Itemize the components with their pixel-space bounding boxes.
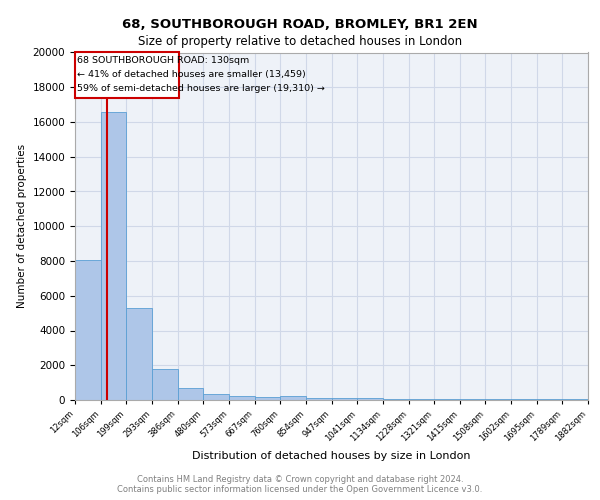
Bar <box>331 398 357 400</box>
Bar <box>254 397 280 400</box>
Text: 59% of semi-detached houses are larger (19,310) →: 59% of semi-detached houses are larger (… <box>77 84 325 92</box>
Bar <box>357 398 383 400</box>
Bar <box>75 260 101 400</box>
Bar <box>383 398 409 400</box>
Bar <box>152 368 178 400</box>
Bar <box>434 399 460 400</box>
Text: Size of property relative to detached houses in London: Size of property relative to detached ho… <box>138 35 462 48</box>
Bar <box>101 112 127 400</box>
Bar <box>75 52 179 98</box>
Bar <box>485 399 511 400</box>
Bar <box>280 396 306 400</box>
Bar <box>306 398 331 400</box>
Text: 68, SOUTHBOROUGH ROAD, BROMLEY, BR1 2EN: 68, SOUTHBOROUGH ROAD, BROMLEY, BR1 2EN <box>122 18 478 30</box>
Text: 68 SOUTHBOROUGH ROAD: 130sqm: 68 SOUTHBOROUGH ROAD: 130sqm <box>77 56 250 66</box>
Bar <box>229 396 254 400</box>
Bar <box>127 308 152 400</box>
Y-axis label: Number of detached properties: Number of detached properties <box>17 144 27 308</box>
Text: ← 41% of detached houses are smaller (13,459): ← 41% of detached houses are smaller (13… <box>77 70 306 79</box>
Bar <box>409 399 434 400</box>
Bar <box>460 399 485 400</box>
Bar <box>511 399 537 400</box>
Bar <box>178 388 203 400</box>
Text: Contains HM Land Registry data © Crown copyright and database right 2024.
Contai: Contains HM Land Registry data © Crown c… <box>118 474 482 494</box>
X-axis label: Distribution of detached houses by size in London: Distribution of detached houses by size … <box>192 452 471 462</box>
Bar <box>203 394 229 400</box>
